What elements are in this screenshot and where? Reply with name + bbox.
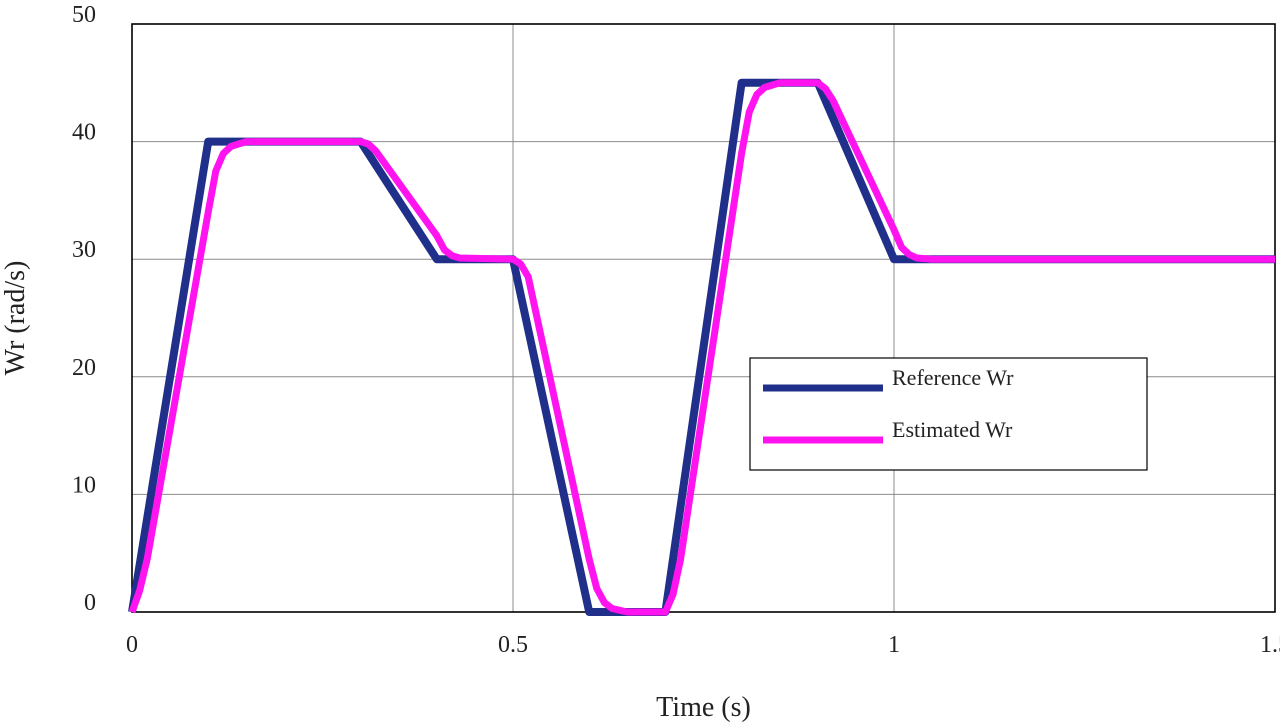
- y-tick-label: 30: [72, 237, 96, 263]
- x-tick-label: 0.5: [498, 632, 528, 658]
- y-tick-label: 0: [84, 590, 96, 616]
- y-axis-title: Wr (rad/s): [0, 261, 31, 376]
- y-tick-label: 20: [72, 355, 96, 381]
- legend-box: [749, 357, 1148, 471]
- x-tick-label: 1: [888, 632, 900, 658]
- estimated-wr-line: [128, 79, 1275, 616]
- plot-frame: [131, 23, 1276, 613]
- x-tick-label: 0: [126, 632, 138, 658]
- legend: Reference Wr Estimated Wr: [749, 357, 1148, 471]
- y-tick-label: 40: [72, 120, 96, 146]
- legend-label-estimated: Estimated Wr: [892, 417, 1013, 442]
- x-tick-label: 1.5: [1260, 632, 1280, 658]
- legend-label-reference: Reference Wr: [892, 365, 1014, 390]
- x-axis-title: Time (s): [656, 692, 751, 723]
- y-tick-label: 10: [72, 472, 96, 498]
- tick-labels: 0 0.5 1 1.5 0 10 20 30 40 50: [72, 2, 1280, 658]
- y-tick-label: 50: [72, 2, 96, 28]
- series-layer: [128, 78, 1275, 616]
